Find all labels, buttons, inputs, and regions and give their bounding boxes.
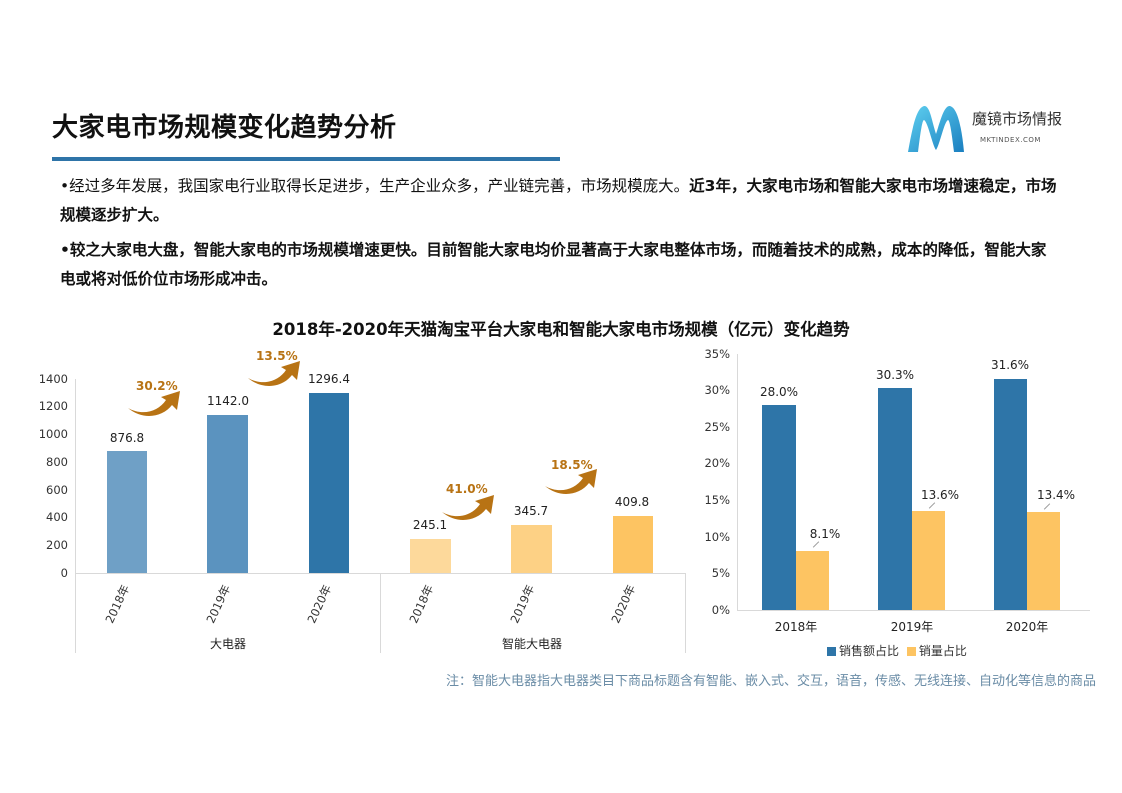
y-tick: 200 xyxy=(46,538,68,552)
bar-sales-share-2020[interactable] xyxy=(994,379,1027,610)
growth-arrow-icon xyxy=(545,469,597,494)
group-label-smart-appliance: 智能大电器 xyxy=(501,637,562,651)
value-label: 13.6% xyxy=(920,488,960,502)
y-tick: 1200 xyxy=(38,399,68,413)
share-chart: 0% 5% 10% 15% 20% 25% 30% 35% 28.0% 30.3… xyxy=(704,347,1090,659)
bullet-2: •较之大家电大盘，智能大家电的市场规模增速更快。目前智能大家电均价显著高于大家电… xyxy=(60,236,1060,294)
value-label: 876.8 xyxy=(109,431,145,445)
value-label: 1296.4 xyxy=(308,372,350,386)
x-group-divider xyxy=(685,573,686,653)
legend-item-volume-share[interactable]: 销量占比 xyxy=(906,644,967,658)
y-tick: 30% xyxy=(704,383,730,397)
value-label: 345.7 xyxy=(513,504,549,518)
y-tick: 0 xyxy=(60,566,68,580)
y-tick: 5% xyxy=(711,566,730,580)
title-underline xyxy=(52,157,560,161)
value-label: 13.4% xyxy=(1036,488,1076,502)
growth-label: 18.5% xyxy=(551,458,593,472)
bar-smart-2018[interactable] xyxy=(410,539,451,573)
legend-swatch-icon xyxy=(827,647,836,656)
y-tick: 25% xyxy=(704,420,730,434)
legend-item-sales-share[interactable]: 销售额占比 xyxy=(827,644,899,658)
value-label: 28.0% xyxy=(759,385,799,399)
growth-arrow-icon xyxy=(248,361,300,386)
leader-line xyxy=(928,502,936,509)
y-tick: 400 xyxy=(46,510,68,524)
value-label: 245.1 xyxy=(412,518,448,532)
leader-line xyxy=(1043,503,1051,510)
page-title: 大家电市场规模变化趋势分析 xyxy=(52,113,397,143)
y-tick: 1400 xyxy=(38,372,68,386)
bullet-1-text: •经过多年发展，我国家电行业取得长足进步，生产企业众多，产业链完善，市场规模庞大… xyxy=(60,177,690,195)
y-axis xyxy=(75,379,76,573)
bullet-1-bold: 近3年，大家电市场和智能大家电市场增速稳定，市场规模逐步扩大。 xyxy=(60,177,1057,224)
x-category: 2018年 xyxy=(774,620,818,634)
logo xyxy=(904,100,968,156)
logo-subtitle: MKTINDEX.COM xyxy=(980,136,1041,144)
value-label: 31.6% xyxy=(990,358,1030,372)
x-category: 2020年 xyxy=(1005,620,1049,634)
y-tick: 15% xyxy=(704,493,730,507)
y-tick: 35% xyxy=(704,347,730,361)
legend-swatch-icon xyxy=(906,647,916,656)
group-label-big-appliance: 大电器 xyxy=(209,637,246,651)
bullet-list: •经过多年发展，我国家电行业取得长足进步，生产企业众多，产业链完善，市场规模庞大… xyxy=(60,172,1060,300)
growth-label: 13.5% xyxy=(256,349,298,363)
y-tick: 20% xyxy=(704,456,730,470)
bar-big-2020[interactable] xyxy=(309,393,349,573)
bar-big-2018[interactable] xyxy=(107,451,147,573)
legend: 销售额占比 销量占比 xyxy=(827,642,967,659)
value-label: 8.1% xyxy=(809,527,841,541)
value-label: 30.3% xyxy=(875,368,915,382)
m-logo-icon xyxy=(908,105,964,152)
bar-volume-share-2019[interactable] xyxy=(912,511,945,610)
y-axis xyxy=(737,354,738,610)
y-tick: 10% xyxy=(704,530,730,544)
bar-smart-2019[interactable] xyxy=(511,525,552,573)
chart-title: 2018年-2020年天猫淘宝平台大家电和智能大家电市场规模（亿元）变化趋势 xyxy=(272,320,850,339)
bullet-2-bold: •较之大家电大盘，智能大家电的市场规模增速更快。目前智能大家电均价显著高于大家电… xyxy=(60,241,1047,288)
x-category: 2019年 xyxy=(890,620,934,634)
market-size-chart: 0 200 400 600 800 1000 1200 1400 876.8 1… xyxy=(38,349,686,653)
bar-big-2019[interactable] xyxy=(207,415,248,573)
x-group-divider xyxy=(380,573,381,653)
y-tick: 0% xyxy=(711,603,730,617)
logo-name: 魔镜市场情报 xyxy=(972,110,1063,128)
y-tick: 1000 xyxy=(38,427,68,441)
bar-sales-share-2018[interactable] xyxy=(762,405,796,610)
value-label: 1142.0 xyxy=(207,394,249,408)
growth-label: 30.2% xyxy=(136,379,178,393)
bar-smart-2020[interactable] xyxy=(613,516,653,573)
bar-sales-share-2019[interactable] xyxy=(878,388,912,610)
growth-arrow-icon xyxy=(128,391,180,416)
bar-volume-share-2018[interactable] xyxy=(796,551,829,610)
x-axis xyxy=(737,610,1090,611)
bullet-1: •经过多年发展，我国家电行业取得长足进步，生产企业众多，产业链完善，市场规模庞大… xyxy=(60,172,1060,230)
bar-volume-share-2020[interactable] xyxy=(1027,512,1060,610)
y-tick: 800 xyxy=(46,455,68,469)
leader-line xyxy=(812,541,820,548)
growth-label: 41.0% xyxy=(446,482,488,496)
growth-arrow-icon xyxy=(442,495,494,520)
footnote: 注：智能大电器指大电器类目下商品标题含有智能、嵌入式、交互，语音，传感、无线连接… xyxy=(445,674,1096,689)
value-label: 409.8 xyxy=(614,495,650,509)
y-tick: 600 xyxy=(46,483,68,497)
x-group-divider xyxy=(75,573,76,653)
